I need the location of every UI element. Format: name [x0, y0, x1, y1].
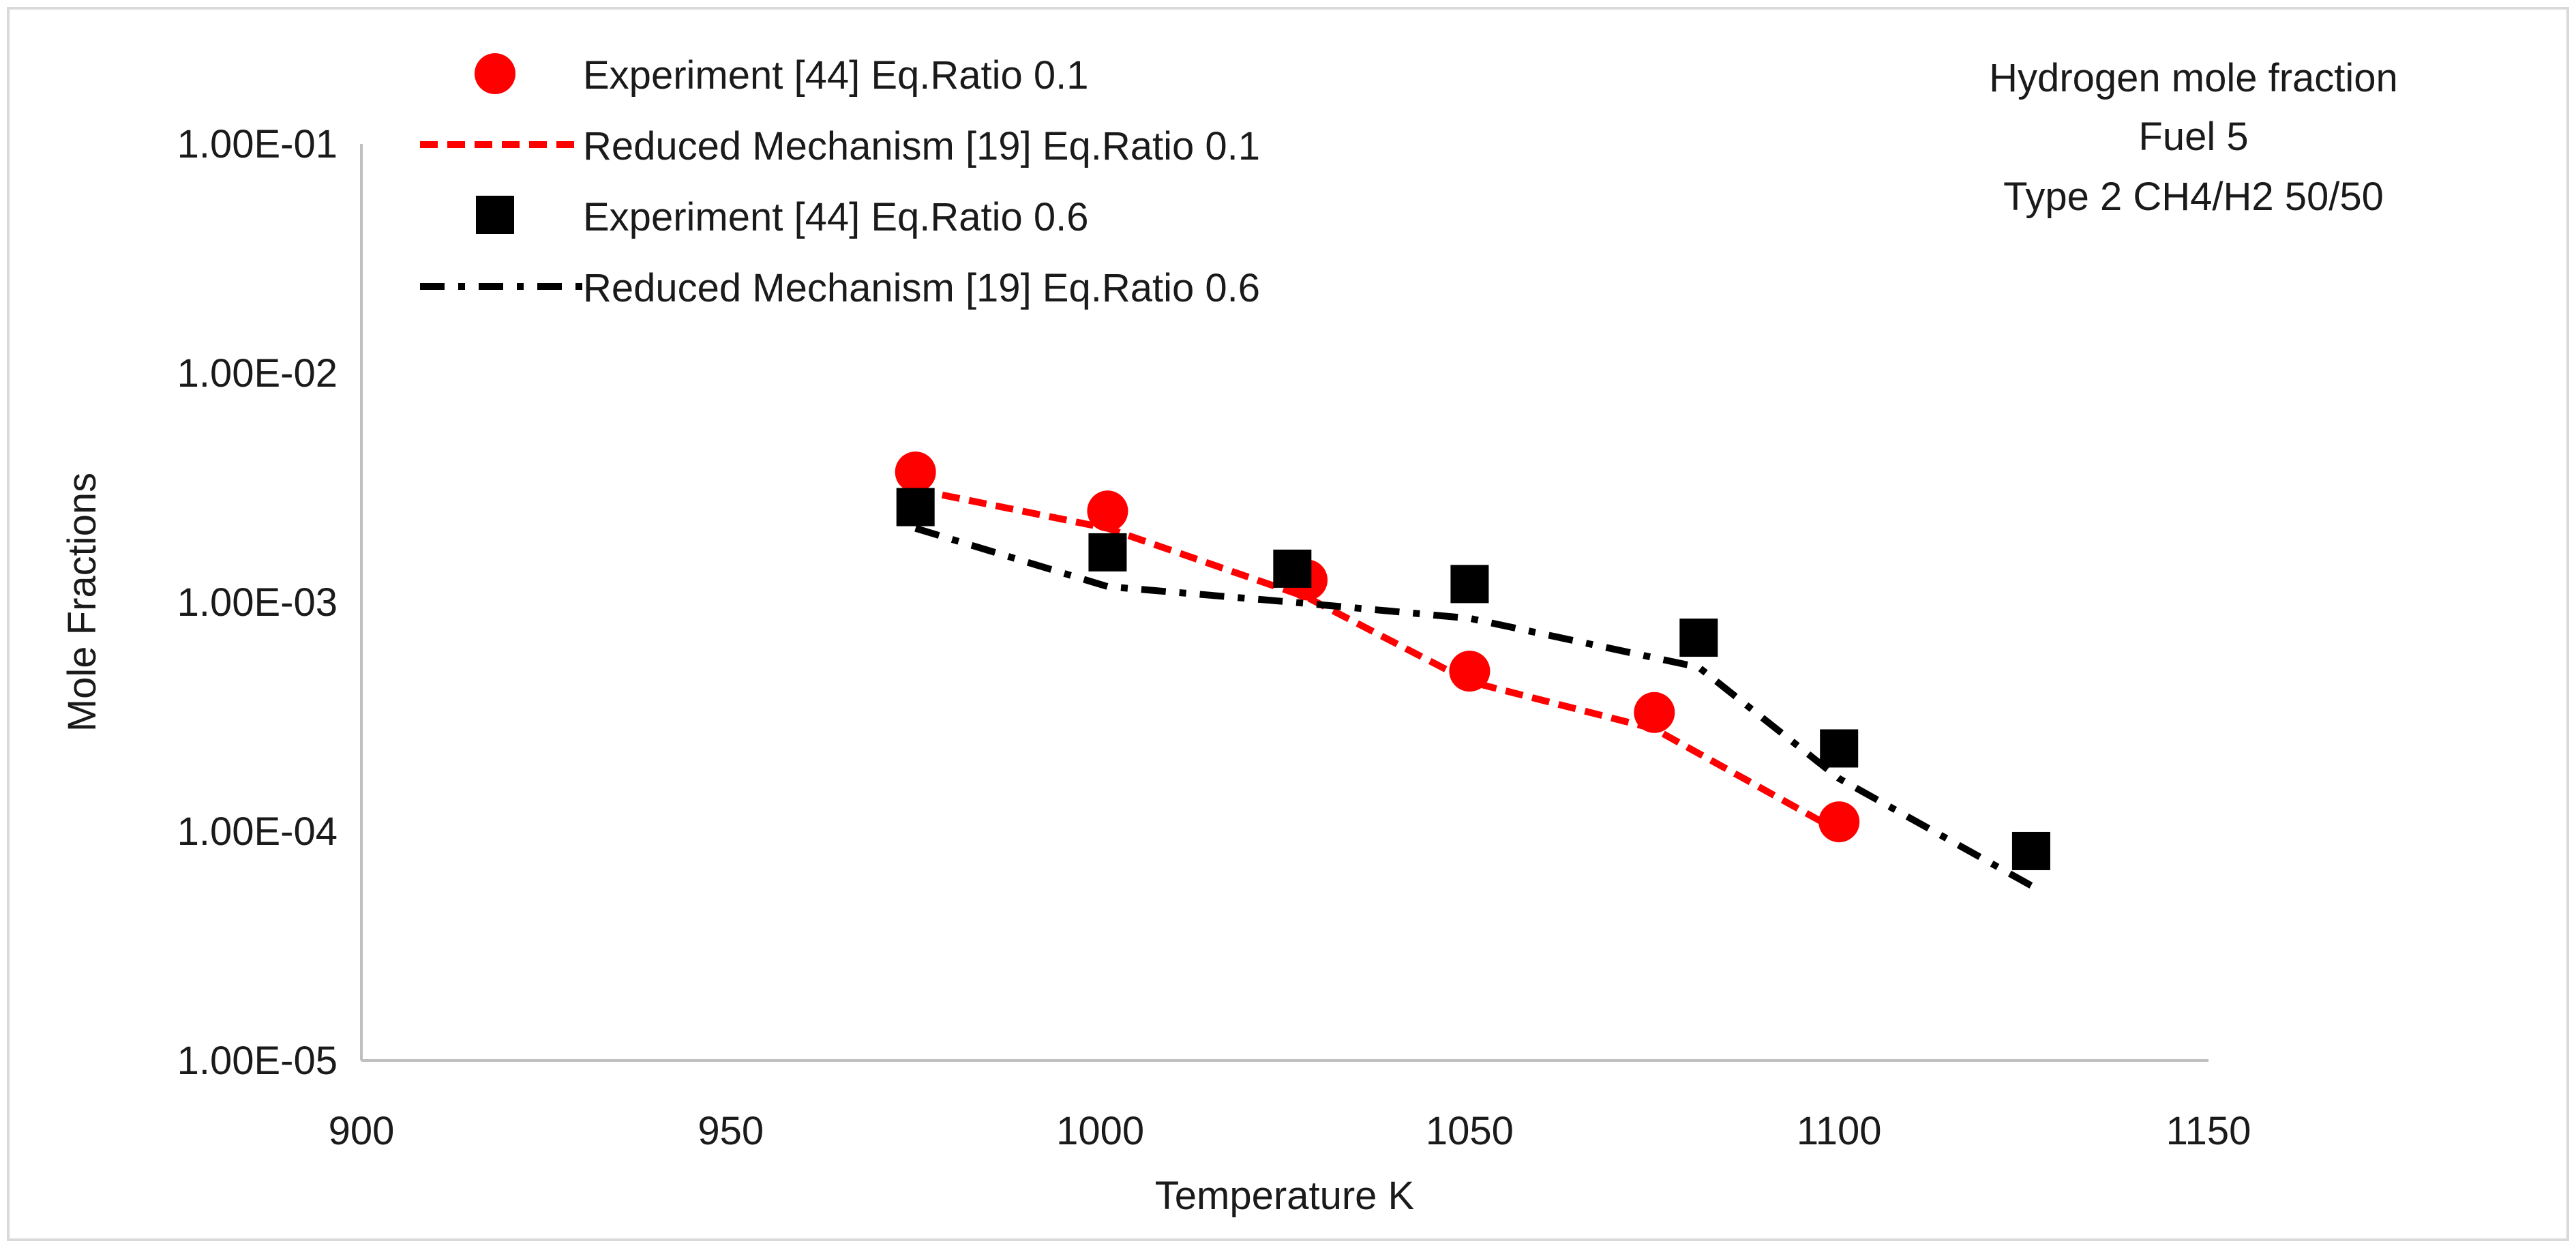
data-point: [896, 488, 935, 526]
y-tick-label: 1.00E-01: [177, 122, 338, 166]
x-axis-title: Temperature K: [1155, 1174, 1415, 1218]
y-tick-label: 1.00E-04: [177, 809, 338, 854]
x-tick-label: 950: [698, 1109, 764, 1153]
series-line: [914, 486, 1841, 835]
series-line: [914, 524, 2033, 889]
y-tick-labels: 1.00E-01 1.00E-02 1.00E-03 1.00E-04 1.00E-05: [177, 122, 338, 1083]
x-tick-label: 1000: [1056, 1109, 1144, 1153]
data-point: [895, 451, 936, 493]
legend: Experiment [44] Eq.Ratio 0.1 Reduced Mec…: [420, 53, 1260, 310]
title-line-3: Type 2 CH4/H2 50/50: [2003, 175, 2384, 219]
data-point: [1679, 619, 1718, 657]
chart-title: Hydrogen mole fraction Fuel 5 Type 2 CH4…: [1989, 56, 2398, 219]
x-tick-label: 900: [329, 1109, 395, 1153]
data-point: [1450, 565, 1489, 604]
title-line-1: Hydrogen mole fraction: [1989, 56, 2398, 100]
data-point: [1818, 801, 1860, 843]
legend-label-reduced-0-1: Reduced Mechanism [19] Eq.Ratio 0.1: [583, 124, 1260, 168]
x-tick-label: 1050: [1426, 1109, 1514, 1153]
legend-label-experiment-0-1: Experiment [44] Eq.Ratio 0.1: [583, 53, 1089, 98]
data-point: [1273, 549, 1312, 588]
legend-label-reduced-0-6: Reduced Mechanism [19] Eq.Ratio 0.6: [583, 266, 1260, 310]
data-point: [1449, 651, 1491, 692]
y-tick-label: 1.00E-02: [177, 351, 338, 396]
data-point: [1088, 533, 1127, 571]
data-point: [1087, 490, 1128, 532]
y-tick-label: 1.00E-03: [177, 580, 338, 625]
y-tick-label: 1.00E-05: [177, 1039, 338, 1083]
plot-axes: [360, 144, 2208, 1062]
series-marker-square: [896, 488, 2050, 870]
data-point: [1820, 729, 1859, 768]
x-tick-label: 1100: [1797, 1109, 1882, 1153]
series-marker-circle: [895, 451, 1860, 843]
series-line-dashed: [914, 486, 1841, 835]
data-point: [1634, 692, 1675, 733]
data-point: [2011, 831, 2050, 870]
series-layer: [895, 451, 2050, 889]
x-tick-label: 1150: [2166, 1109, 2251, 1153]
chart-border: [7, 7, 2569, 1241]
y-axis-title: Mole Fractions: [60, 473, 104, 732]
legend-label-experiment-0-6: Experiment [44] Eq.Ratio 0.6: [583, 195, 1089, 239]
series-line-dashdot: [914, 524, 2033, 889]
legend-swatch-experiment-0-1: [475, 53, 515, 94]
legend-swatch-experiment-0-6: [476, 196, 514, 234]
title-line-2: Fuel 5: [2138, 115, 2248, 159]
x-tick-labels: 900 950 1000 1050 1100 1150: [329, 1109, 2251, 1153]
